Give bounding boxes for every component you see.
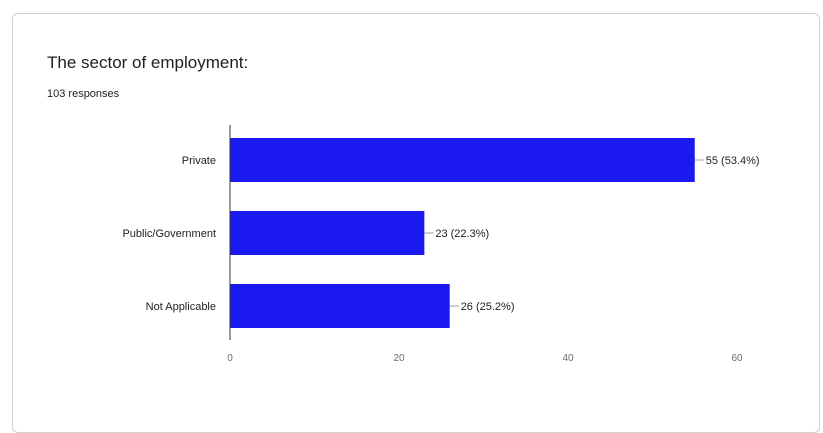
category-label-0: Private xyxy=(182,155,216,167)
x-tick-label-0: 0 xyxy=(227,353,233,364)
x-tick-label-2: 40 xyxy=(562,353,574,364)
bar-chart: Private 55 (53.4%) Public/Government 23 (22… xyxy=(122,125,760,364)
data-label-1: 23 (22.3%) xyxy=(435,228,489,240)
category-label-1: Public/Government xyxy=(122,228,216,240)
bar-0 xyxy=(230,138,695,182)
bar-2 xyxy=(230,284,450,328)
x-tick-label-3: 60 xyxy=(731,353,743,364)
category-label-2: Not Applicable xyxy=(146,301,216,313)
question-title: The sector of employment: xyxy=(47,53,249,72)
response-count: 103 responses xyxy=(47,88,120,100)
x-tick-label-1: 20 xyxy=(393,353,405,364)
bar-1 xyxy=(230,211,425,255)
data-label-2: 26 (25.2%) xyxy=(461,301,515,313)
data-label-0: 55 (53.4%) xyxy=(706,155,760,167)
